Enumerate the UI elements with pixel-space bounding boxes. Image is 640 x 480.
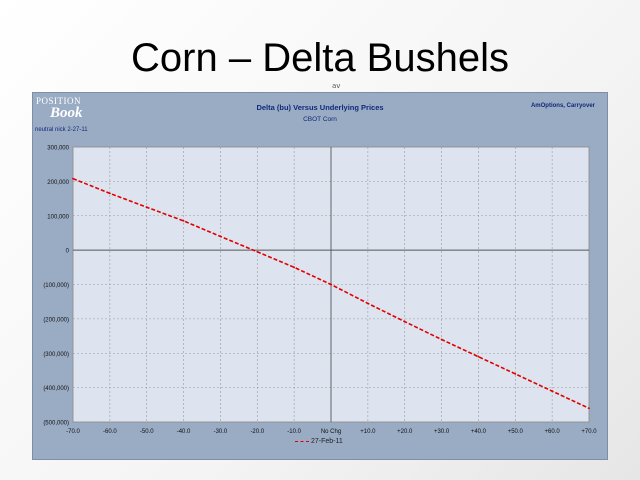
data-point <box>588 407 590 410</box>
x-tick-label: +40.0 <box>471 429 487 435</box>
data-point <box>477 355 480 358</box>
x-tick-label: -20.0 <box>250 429 264 435</box>
x-tick-label: +20.0 <box>397 429 413 435</box>
x-tick-label: -40.0 <box>177 429 191 435</box>
y-tick-label: (400,000) <box>43 386 69 392</box>
logo-bottom-text: Book <box>50 105 83 121</box>
data-point <box>108 192 111 195</box>
y-tick-label: 100,000 <box>47 214 69 220</box>
x-tick-label: No Chg <box>321 429 341 435</box>
x-tick-label: -30.0 <box>214 429 228 435</box>
y-tick-label: 200,000 <box>47 180 69 186</box>
y-tick-label: 0 <box>66 249 70 255</box>
data-point <box>219 235 222 238</box>
chart-panel: POSITION Book neutral nick 2-27-11 Delta… <box>32 92 608 460</box>
y-tick-label: 300,000 <box>47 146 69 152</box>
delta-chart: 300,000 200,000 100,000 0 (100,000) (200,000)… <box>43 146 597 436</box>
data-point <box>366 302 369 305</box>
legend-swatch <box>295 441 309 442</box>
data-point <box>145 206 148 209</box>
x-tick-label: +60.0 <box>545 429 561 435</box>
legend-label: 27-Feb-11 <box>311 438 343 445</box>
slide-title: Corn – Delta Bushels <box>131 36 509 80</box>
x-tick-label: +50.0 <box>508 429 524 435</box>
data-point <box>514 372 517 375</box>
position-book-logo: POSITION Book <box>36 97 96 127</box>
chart-note: AmOptions, Carryover <box>530 103 595 109</box>
legend: 27-Feb-11 <box>295 438 343 445</box>
y-tick-label: (100,000) <box>43 283 69 289</box>
y-tick-label: (200,000) <box>43 317 69 323</box>
x-tick-label: -60.0 <box>103 429 117 435</box>
data-point <box>403 320 406 323</box>
data-point <box>72 177 74 180</box>
x-tick-label: -70.0 <box>66 429 80 435</box>
x-tick-label: +70.0 <box>581 429 597 435</box>
x-tick-label: -50.0 <box>140 429 154 435</box>
x-tick-label: +10.0 <box>360 429 376 435</box>
logo-top-text: POSITION <box>36 96 82 106</box>
slide-mark: av <box>332 82 341 90</box>
y-tick-label: (300,000) <box>43 352 69 358</box>
scenario-label: neutral nick 2-27-11 <box>35 127 88 133</box>
data-point <box>293 266 296 269</box>
data-point <box>330 283 332 286</box>
x-tick-label: -10.0 <box>287 429 301 435</box>
y-tick-label: (500,000) <box>43 421 69 427</box>
data-point <box>551 390 554 392</box>
x-tick-label: +30.0 <box>434 429 450 435</box>
chart-title: Delta (bu) Versus Underlying Prices <box>256 103 384 112</box>
chart-subtitle: CBOT Corn <box>303 116 337 123</box>
data-point <box>256 250 259 253</box>
data-point <box>182 220 185 222</box>
data-point <box>440 338 443 341</box>
